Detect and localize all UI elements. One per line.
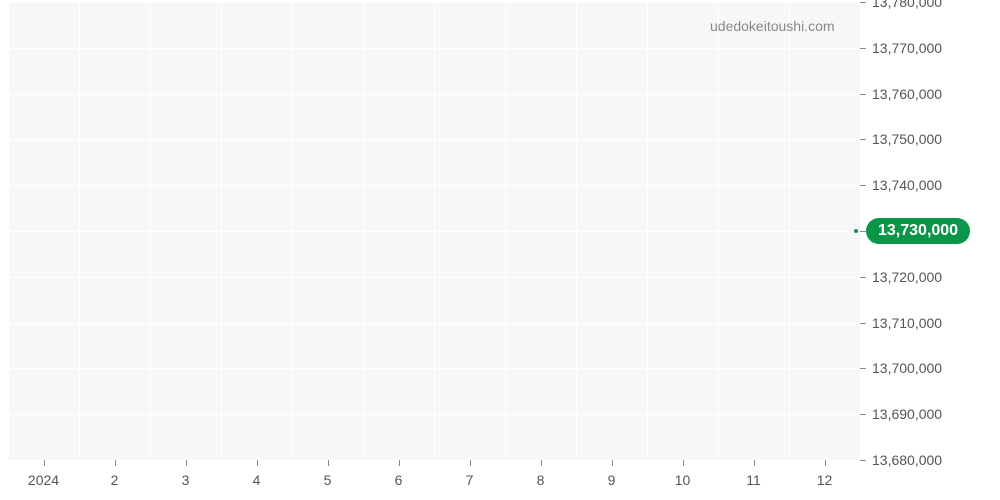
y-axis-label: 13,750,000 [872,131,942,147]
gridline-vertical [789,2,790,460]
x-axis-label: 11 [746,472,761,488]
x-tick-mark [186,460,187,466]
x-axis-label: 6 [395,472,403,488]
y-tick-mark [860,2,866,3]
price-chart: 13,780,000 13,770,000 13,760,000 13,750,000… [0,0,1000,500]
x-axis-label: 8 [537,472,545,488]
gridline-vertical [150,2,151,460]
y-axis-label: 13,780,000 [872,0,942,10]
x-axis-label: 7 [466,472,474,488]
x-axis-label: 9 [608,472,616,488]
x-axis-label: 3 [182,472,190,488]
current-value-badge: 13,730,000 [866,218,970,244]
x-tick-mark [328,460,329,466]
x-tick-mark [612,460,613,466]
x-axis-label: 2024 [28,472,59,488]
x-tick-mark [470,460,471,466]
x-axis-label: 12 [817,472,833,488]
x-tick-mark [683,460,684,466]
y-axis-label: 13,740,000 [872,177,942,193]
y-tick-mark [860,139,866,140]
gridline-vertical [8,2,9,460]
y-tick-mark [860,368,866,369]
y-axis-label: 13,760,000 [872,86,942,102]
gridline-vertical [576,2,577,460]
y-axis-label: 13,710,000 [872,315,942,331]
gridline-vertical [221,2,222,460]
gridline-vertical [718,2,719,460]
y-axis-label: 13,720,000 [872,269,942,285]
gridline-vertical [647,2,648,460]
y-axis-label: 13,770,000 [872,40,942,56]
y-axis-label: 13,690,000 [872,406,942,422]
gridline-vertical [292,2,293,460]
y-tick-mark [860,185,866,186]
x-tick-mark [44,460,45,466]
x-tick-mark [541,460,542,466]
y-axis-label: 13,700,000 [872,360,942,376]
x-tick-mark [754,460,755,466]
watermark-text: udedokeitoushi.com [710,18,835,34]
y-tick-mark [860,414,866,415]
y-tick-mark [860,460,866,461]
y-tick-mark [860,323,866,324]
x-tick-mark [399,460,400,466]
x-axis-label: 5 [324,472,332,488]
data-point [854,229,858,233]
x-tick-mark [257,460,258,466]
x-tick-mark [115,460,116,466]
gridline-vertical [434,2,435,460]
y-axis-label: 13,680,000 [872,452,942,468]
x-axis-label: 10 [675,472,691,488]
y-tick-mark [860,277,866,278]
x-axis-label: 4 [253,472,261,488]
gridline-horizontal [8,460,860,461]
gridline-vertical [79,2,80,460]
x-axis-label: 2 [111,472,119,488]
x-tick-mark [825,460,826,466]
gridline-vertical [505,2,506,460]
y-tick-mark [860,48,866,49]
y-tick-mark [860,94,866,95]
gridline-vertical [363,2,364,460]
